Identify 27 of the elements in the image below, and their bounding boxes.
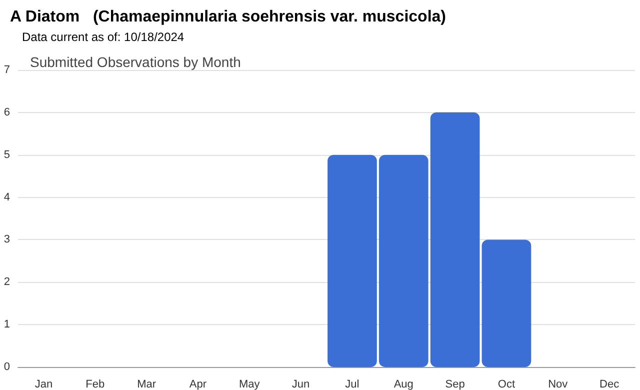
x-tick-label: Jun [292, 378, 310, 390]
x-tick-label: Dec [600, 378, 620, 390]
x-tick-label: Jan [34, 378, 53, 390]
x-tick-label: Nov [548, 378, 568, 390]
bar [430, 112, 480, 367]
x-tick-label: May [238, 378, 260, 390]
y-tick-label: 5 [4, 148, 10, 161]
bar [482, 240, 532, 367]
x-tick-label: Mar [137, 378, 156, 390]
y-tick-label: 1 [4, 318, 10, 331]
text: Submitted Observations by Month [30, 54, 241, 70]
chart-subtitle: Data current as of: 10/18/2024 [22, 30, 184, 44]
x-tick-label: Sep [445, 378, 465, 390]
bar [328, 154, 377, 367]
chart-title: A Diatom (Chamaepinnularia soehrensis var. muscicola) [10, 8, 446, 26]
bar [378, 154, 428, 367]
y-tick-label: 7 [4, 64, 10, 76]
y-tick-label: 2 [4, 276, 10, 288]
y-tick-label: 4 [4, 191, 10, 204]
x-tick-label: Aug [394, 378, 414, 390]
y-tick-label: 6 [4, 106, 10, 118]
x-tick-label: Feb [86, 378, 105, 390]
x-tick-label: Apr [189, 378, 207, 390]
y-tick-label: 3 [4, 234, 10, 246]
x-tick-label: Jul [345, 378, 360, 390]
y-tick-label: 0 [4, 361, 10, 373]
x-tick-label: Oct [498, 378, 516, 390]
